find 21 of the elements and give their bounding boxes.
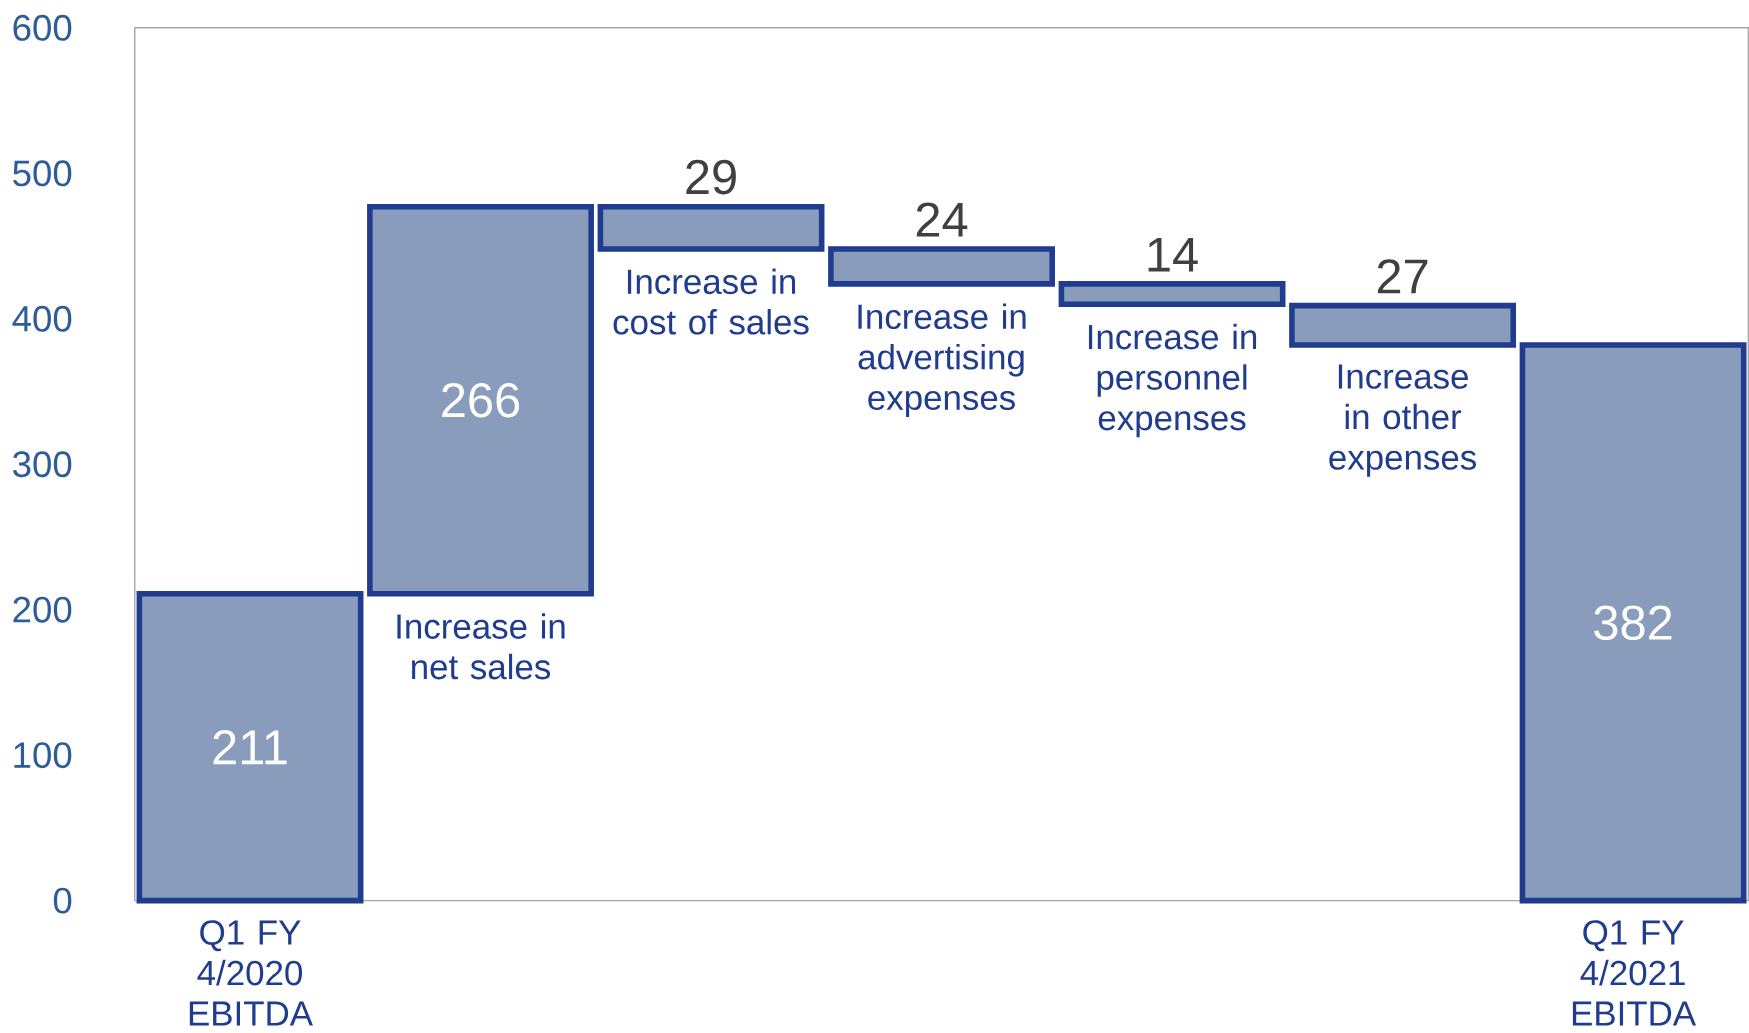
y-tick-label: 600	[13, 15, 72, 42]
data-label: 266	[442, 383, 520, 418]
y-tick-label: 400	[12, 306, 72, 332]
x-tick-label: Increase in net sales	[397, 613, 565, 680]
y-tick-label: 300	[13, 451, 72, 478]
data-label: 27	[1377, 259, 1428, 294]
data-label: 211	[213, 730, 287, 765]
data-label: 29	[686, 160, 736, 195]
x-tick-label: Increase in personnel expenses	[1088, 324, 1257, 438]
x-tick-label: Q1 FY 4/2020 EBITDA	[189, 920, 313, 1026]
y-tick-label: 100	[14, 742, 72, 769]
data-label: 382	[1594, 605, 1672, 641]
y-tick-label: 0	[53, 887, 72, 914]
x-tick-label: Increase in cost of sales	[613, 268, 809, 335]
y-tick-label: 500	[13, 160, 72, 187]
x-tick-label: Increase in advertising expenses	[858, 303, 1026, 418]
data-label: 24	[916, 202, 968, 237]
data-label: 14	[1148, 238, 1198, 272]
y-tick-label: 200	[13, 596, 72, 623]
x-tick-label: Q1 FY 4/2021 EBITDA	[1572, 920, 1697, 1026]
x-tick-label: Increase in other expenses	[1329, 364, 1476, 477]
